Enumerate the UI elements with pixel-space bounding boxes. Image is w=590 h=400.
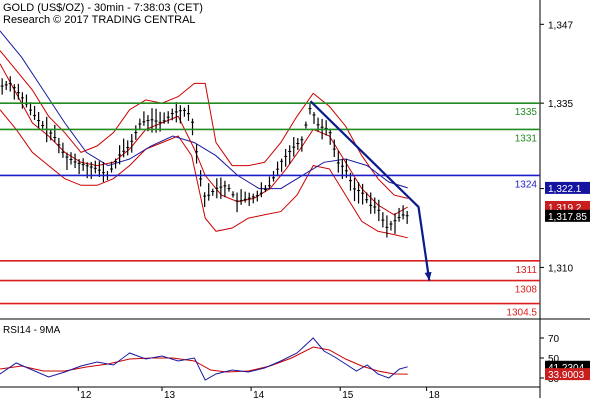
- last-value-label: 1,317.85: [548, 212, 587, 223]
- level-label-1311: 1311: [515, 265, 537, 276]
- time-tick-label: 15: [342, 390, 354, 400]
- rsi-tick-label: 50: [548, 354, 560, 365]
- level-label-1308: 1308: [515, 285, 538, 296]
- price-tick-label: 1,335: [548, 99, 573, 110]
- time-tick-label: 18: [429, 390, 441, 400]
- rsi-last-value-box: [545, 368, 590, 381]
- level-label-1304.5: 1304.5: [506, 308, 537, 319]
- rsi-tick-label: 70: [548, 334, 560, 345]
- level-label-1335: 1335: [515, 107, 538, 118]
- price-tick-label: 1,310: [548, 263, 573, 274]
- rsi-line: [0, 337, 408, 381]
- level-label-1324: 1324: [515, 179, 538, 190]
- level-label-1331: 1331: [515, 133, 538, 144]
- time-tick-label: 14: [253, 390, 265, 400]
- price-tick-label: 1,347: [548, 20, 573, 31]
- trend-arrow-line: [309, 100, 431, 281]
- fast-ma-line: [0, 63, 408, 216]
- upper-band-line: [0, 50, 408, 199]
- lower-band-line: [0, 109, 408, 239]
- last-value-box: [545, 209, 590, 222]
- rsi-last-value-label: 33.9003: [548, 370, 585, 381]
- time-tick-label: 12: [80, 390, 92, 400]
- last-value-label: 1,322.1: [548, 184, 582, 195]
- rsi-title: RSI14 - 9MA: [3, 325, 61, 336]
- chart-title: GOLD (US$/OZ) - 30min - 7:38:03 (CET): [3, 2, 203, 14]
- trend-arrow-head: [424, 271, 432, 281]
- copyright-text: Research © 2017 TRADING CENTRAL: [3, 14, 196, 26]
- last-value-box: [545, 181, 590, 194]
- last-value-label: 1,319.2: [548, 203, 582, 214]
- rsi-ma-line: [0, 346, 408, 375]
- time-tick-label: 13: [164, 390, 176, 400]
